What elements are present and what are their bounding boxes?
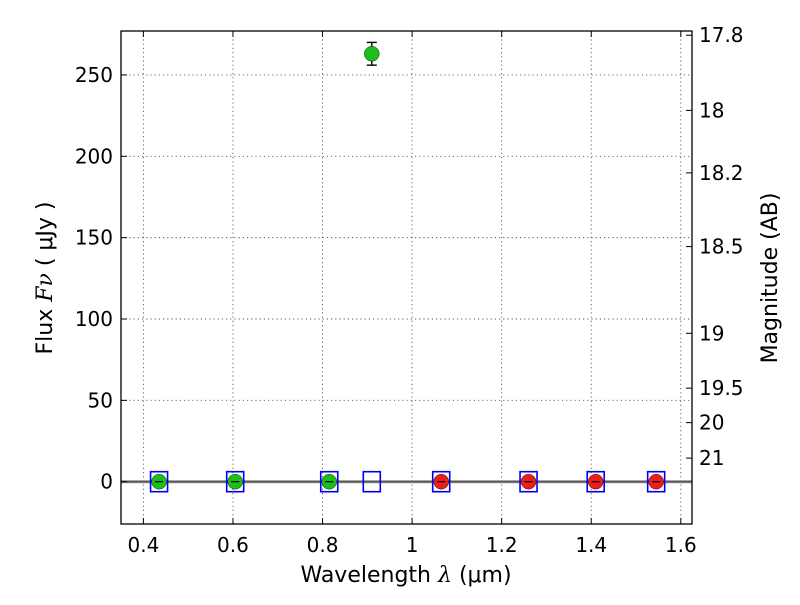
x-axis-label-text: Wavelength	[300, 563, 431, 588]
x-tick-label: 1.4	[575, 533, 607, 557]
y-tick-label: 250	[75, 63, 113, 87]
blue-square-marker	[586, 470, 606, 493]
x-tick-label: 0.6	[217, 533, 249, 557]
y-axis-label-space	[33, 302, 58, 309]
y2-tick-label: 20	[699, 411, 724, 435]
x-tick-label: 0.8	[307, 533, 339, 557]
y2-tick-label: 18.5	[699, 235, 744, 259]
x-axis-label: Wavelength λ (μm)	[300, 563, 511, 588]
y-tick-label: 200	[75, 144, 113, 168]
x-tick-label: 1.6	[665, 533, 697, 557]
blue-square-marker	[519, 470, 538, 493]
blue-square-marker	[149, 470, 169, 493]
grid-layer	[121, 31, 692, 524]
plot-frame	[120, 30, 693, 525]
blue-square-marker	[431, 470, 451, 493]
y2-tick-label: 18	[699, 98, 724, 122]
data-point	[364, 46, 380, 62]
y-axis-label: Flux Fν ( μJy )	[33, 201, 58, 354]
x-axis-label-space-2	[452, 563, 459, 588]
y-tick-label: 100	[75, 307, 113, 331]
ticks-layer	[121, 31, 692, 524]
x-axis-label-space	[431, 563, 438, 588]
y-axis-label-space-2	[33, 266, 58, 273]
tick-labels-layer: 0.4 0.6 0.8 1 1.2 1.4 1.6 0 50 100 150 200 250 17.8 18…	[75, 23, 744, 557]
x-axis-label-symbol: λ	[437, 563, 452, 588]
y-tick-label: 50	[88, 388, 113, 412]
y2-tick-label: 21	[699, 446, 724, 470]
y2-tick-label: 19	[699, 321, 724, 345]
x-tick-label: 1.2	[486, 533, 518, 557]
blue-square-marker	[646, 470, 666, 493]
y-tick-label: 0	[100, 470, 113, 494]
blue-square-marker	[225, 470, 245, 493]
blue-square-marker	[362, 470, 382, 493]
y2-tick-label: 17.8	[699, 23, 744, 47]
x-tick-label: 0.4	[127, 533, 159, 557]
y-axis-label-text: Flux	[33, 309, 58, 355]
blue-square-marker	[319, 470, 339, 493]
y-axis-label-symbol: Fν	[33, 273, 58, 303]
y2-axis-label: Magnitude (AB)	[758, 193, 783, 364]
y-axis-label-unit: ( μJy )	[33, 201, 58, 266]
x-tick-label: 1	[406, 533, 419, 557]
y2-tick-label: 18.2	[699, 161, 744, 185]
x-axis-label-unit: (μm)	[459, 563, 512, 588]
y-tick-label: 150	[75, 226, 113, 250]
y2-tick-label: 19.5	[699, 376, 744, 400]
data-points-layer	[149, 41, 666, 493]
